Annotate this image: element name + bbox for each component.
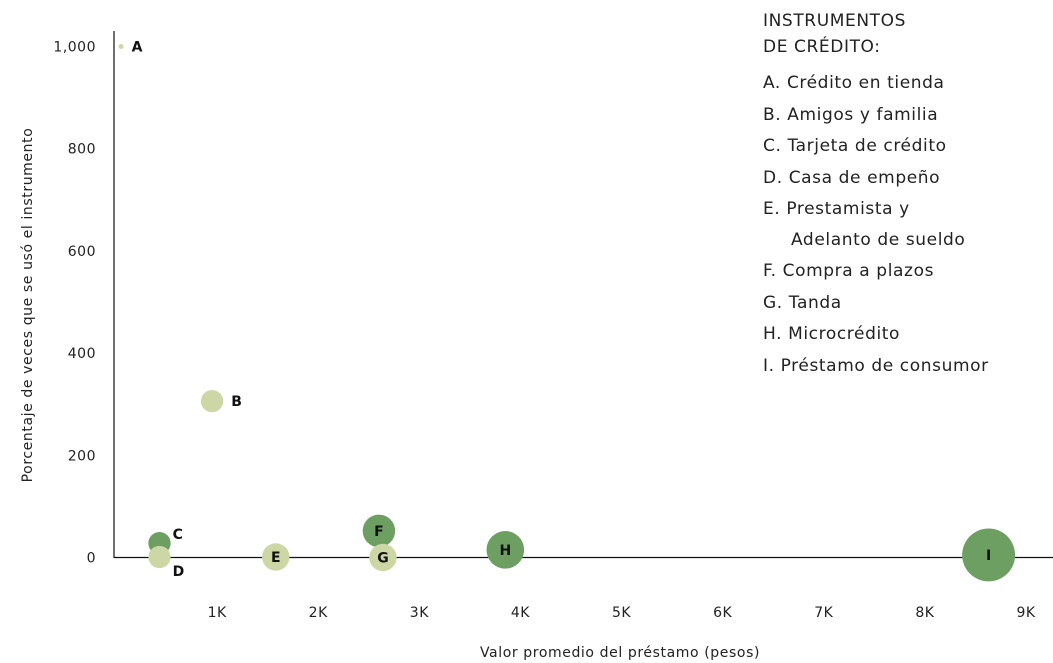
x-tick-label: 6K xyxy=(713,605,732,621)
data-point-label-i: I xyxy=(986,548,991,564)
legend-item-i: I. Préstamo de consumor xyxy=(763,355,989,376)
x-tick-label: 4K xyxy=(511,605,530,621)
y-tick-label: 800 xyxy=(68,142,96,158)
y-axis-title: Porcentaje de veces que se usó el instru… xyxy=(20,128,36,483)
legend-item-f: F. Compra a plazos xyxy=(763,261,935,281)
data-point-h xyxy=(486,531,525,569)
y-tick-label: 400 xyxy=(68,346,96,362)
data-point-e xyxy=(262,543,290,571)
x-tick-label: 3K xyxy=(410,605,429,621)
legend-item-e: E. Prestamista y Adelanto de sueldo xyxy=(763,194,1053,256)
data-point-label-f: F xyxy=(374,524,384,540)
data-point-i xyxy=(962,528,1016,582)
y-tick-label: 1,000 xyxy=(53,40,96,56)
data-point-label-g: G xyxy=(377,551,389,567)
legend-item-b: B. Amigos y familia xyxy=(763,104,939,125)
x-tick-label: 7K xyxy=(814,605,833,621)
x-tick-label: 2K xyxy=(309,605,328,621)
legend-item-h: H. Microcrédito xyxy=(763,324,901,344)
y-tick-label: 0 xyxy=(87,551,96,567)
x-tick-label: 9K xyxy=(1016,605,1035,621)
legend-item-g: G. Tanda xyxy=(763,292,842,313)
legend-item-d: D. Casa de empeño xyxy=(763,167,941,188)
data-point-label-a: A xyxy=(132,40,143,56)
x-tick-label: 8K xyxy=(915,605,934,621)
legend-item-e-label: E. Prestamista y xyxy=(763,199,910,219)
data-point-b xyxy=(200,389,224,413)
data-point-d xyxy=(148,545,171,569)
legend-item-e-continuation: Adelanto de sueldo xyxy=(791,229,966,250)
x-tick-label: 1K xyxy=(208,605,227,621)
y-tick-label: 200 xyxy=(68,448,96,464)
data-point-label-b: B xyxy=(231,394,242,410)
legend: INSTRUMENTOS DE CRÉDITO: A. Crédito en t… xyxy=(763,8,1053,382)
data-point-f xyxy=(362,514,396,548)
y-tick-label: 600 xyxy=(68,244,96,260)
legend-item-c: C. Tarjeta de crédito xyxy=(763,136,947,156)
data-point-label-e: E xyxy=(271,550,281,566)
x-axis-title: Valor promedio del préstamo (pesos) xyxy=(480,645,760,661)
legend-item-a: A. Crédito en tienda xyxy=(763,73,945,93)
data-point-a xyxy=(118,44,124,49)
x-tick-label: 5K xyxy=(612,605,631,621)
data-point-label-c: C xyxy=(173,527,183,543)
data-point-label-h: H xyxy=(499,543,511,559)
legend-title-line-2: DE CRÉDITO: xyxy=(763,37,881,57)
data-point-label-d: D xyxy=(173,564,185,580)
data-point-g xyxy=(369,543,397,572)
legend-title: INSTRUMENTOS DE CRÉDITO: xyxy=(763,8,1053,60)
legend-title-line-1: INSTRUMENTOS xyxy=(763,11,907,31)
